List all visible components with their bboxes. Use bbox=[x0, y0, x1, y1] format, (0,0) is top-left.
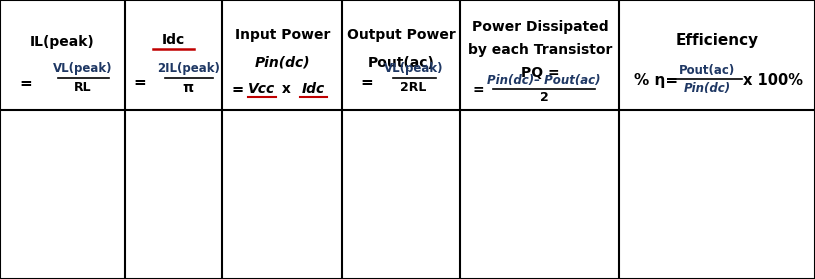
Text: PQ =: PQ = bbox=[521, 66, 559, 80]
Text: Pin(dc): Pin(dc) bbox=[684, 82, 731, 95]
Text: x 100%: x 100% bbox=[742, 73, 803, 88]
Text: =: = bbox=[133, 75, 146, 90]
Text: =: = bbox=[231, 82, 244, 97]
Text: Power Dissipated: Power Dissipated bbox=[472, 20, 608, 33]
Text: π: π bbox=[183, 81, 194, 95]
Text: % η=: % η= bbox=[634, 73, 678, 88]
Text: Pin(dc): Pin(dc) bbox=[254, 56, 311, 70]
Text: Output Power: Output Power bbox=[347, 28, 456, 42]
Text: Idc: Idc bbox=[302, 82, 325, 96]
Text: Pout(ac): Pout(ac) bbox=[368, 56, 435, 70]
Text: =: = bbox=[361, 75, 373, 90]
Text: VL(peak): VL(peak) bbox=[53, 62, 112, 75]
Text: Vcc: Vcc bbox=[249, 82, 275, 96]
Text: VL(peak): VL(peak) bbox=[384, 62, 443, 75]
Text: Efficiency: Efficiency bbox=[676, 33, 759, 48]
Text: Idc: Idc bbox=[162, 33, 185, 47]
Text: RL: RL bbox=[74, 81, 91, 94]
Text: 2: 2 bbox=[540, 91, 548, 104]
Text: =: = bbox=[20, 76, 32, 91]
Text: Pin(dc)– Pout(ac): Pin(dc)– Pout(ac) bbox=[487, 74, 601, 87]
Text: 2IL(peak): 2IL(peak) bbox=[156, 62, 220, 75]
Text: Input Power: Input Power bbox=[235, 28, 330, 42]
Text: 2RL: 2RL bbox=[400, 81, 427, 94]
Text: by each Transistor: by each Transistor bbox=[468, 43, 612, 57]
Text: x: x bbox=[277, 82, 296, 96]
Text: =: = bbox=[473, 83, 485, 97]
Text: IL(peak): IL(peak) bbox=[30, 35, 95, 49]
Text: Pout(ac): Pout(ac) bbox=[679, 64, 736, 77]
